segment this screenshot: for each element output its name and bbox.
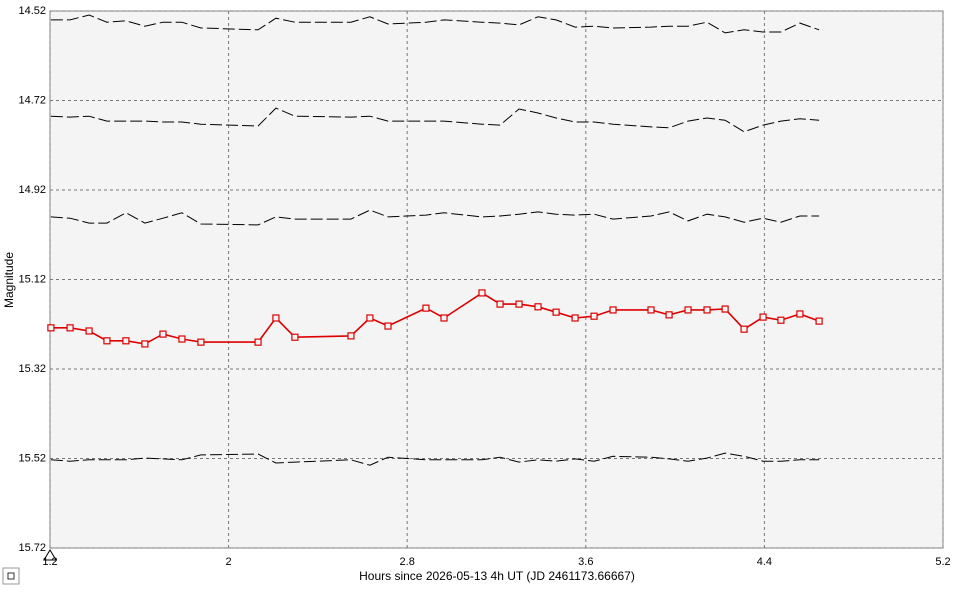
data-point — [759, 313, 767, 321]
y-tick-label: 15.12 — [18, 273, 46, 285]
data-point — [721, 305, 729, 313]
data-point — [740, 325, 748, 333]
data-point — [47, 324, 55, 332]
x-tick-label: 1.2 — [42, 556, 57, 568]
y-tick-label: 14.92 — [18, 184, 46, 196]
y-tick-label: 15.52 — [18, 452, 46, 464]
mark-layer — [47, 14, 823, 466]
data-point — [684, 306, 692, 314]
data-point — [66, 324, 74, 332]
data-point — [815, 317, 823, 325]
data-point — [85, 327, 93, 335]
data-point — [384, 322, 392, 330]
data-point — [159, 330, 167, 338]
x-tick-label: 3.6 — [578, 556, 593, 568]
data-point — [272, 314, 280, 322]
data-point — [703, 306, 711, 314]
series-line — [50, 452, 820, 466]
data-point — [291, 333, 299, 341]
data-point — [590, 312, 598, 320]
data-point — [609, 306, 617, 314]
data-point — [515, 300, 523, 308]
x-tick-label: 2 — [226, 556, 232, 568]
grid-layer — [49, 10, 944, 549]
data-point — [496, 300, 504, 308]
data-point — [141, 340, 149, 348]
data-point — [796, 310, 804, 318]
data-point — [366, 314, 374, 322]
x-tick-label: 5.2 — [935, 556, 950, 568]
x-tick-label: 4.4 — [757, 556, 772, 568]
data-point — [552, 308, 560, 316]
data-point — [197, 338, 205, 346]
data-point — [777, 316, 785, 324]
y-tick-label: 14.72 — [18, 94, 46, 106]
x-tick-label: 2.8 — [400, 556, 415, 568]
data-point — [665, 311, 673, 319]
data-point — [647, 306, 655, 314]
y-axis-title: Magnitude — [2, 252, 16, 308]
series-line — [50, 14, 820, 34]
data-point — [571, 314, 579, 322]
series-line — [50, 209, 820, 226]
x-axis-title: Hours since 2026-05-13 4h UT (JD 2461173… — [359, 569, 635, 583]
data-point — [347, 332, 355, 340]
data-point — [478, 289, 486, 297]
data-point — [178, 335, 186, 343]
origin-marker — [43, 549, 57, 561]
data-point — [122, 337, 130, 345]
y-tick-label: 15.72 — [18, 542, 46, 554]
data-point — [422, 304, 430, 312]
y-tick-label: 15.32 — [18, 363, 46, 375]
data-point — [254, 338, 262, 346]
data-point — [103, 337, 111, 345]
data-point — [440, 314, 448, 322]
button-icon — [7, 572, 15, 580]
data-point — [534, 303, 542, 311]
series-line — [50, 107, 820, 133]
y-tick-label: 14.52 — [18, 5, 46, 17]
small-button[interactable] — [2, 567, 20, 585]
